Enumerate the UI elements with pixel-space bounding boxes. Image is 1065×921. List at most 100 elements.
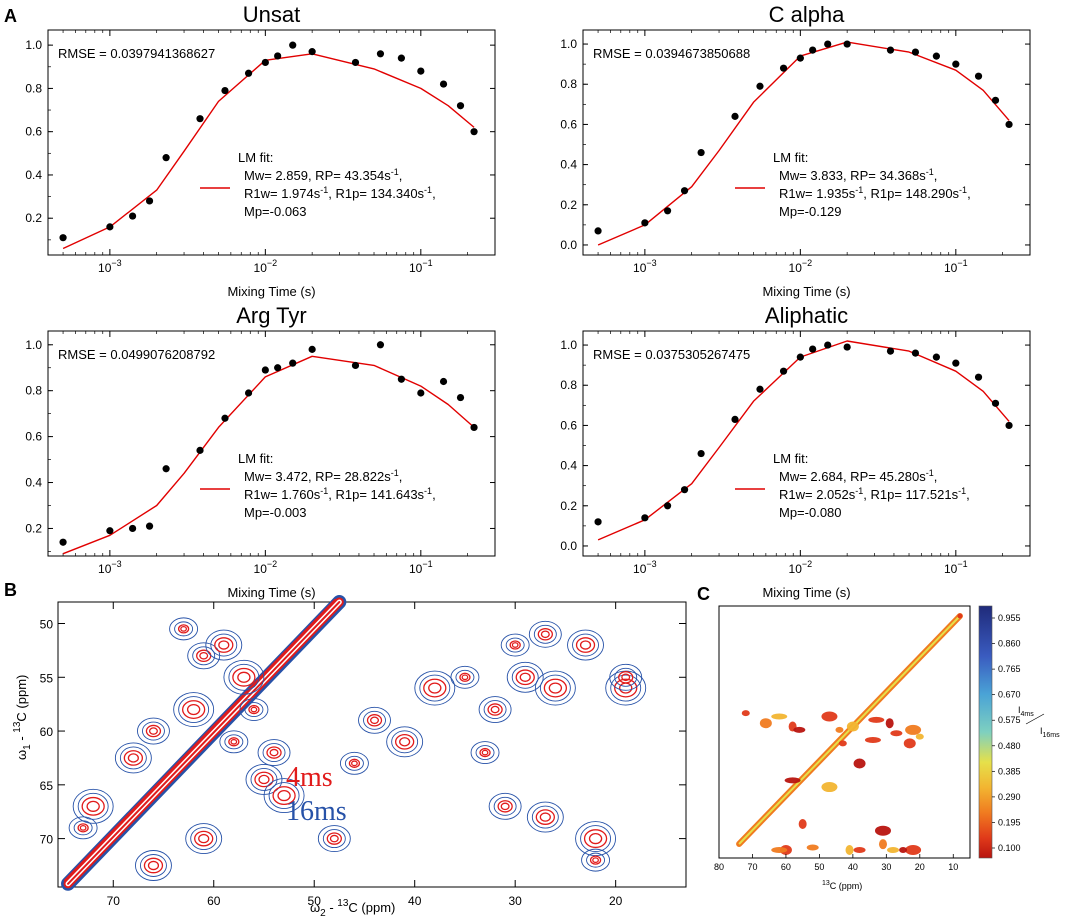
legend-mw-rp: Mw= 2.859, RP= 43.354s-1, bbox=[244, 167, 402, 183]
data-point bbox=[756, 82, 764, 90]
heatmap-peak bbox=[793, 726, 806, 733]
data-point bbox=[932, 353, 940, 361]
chart-title: Aliphatic bbox=[765, 303, 848, 328]
peak-contour-16ms bbox=[531, 805, 559, 829]
peak-contour-4ms bbox=[177, 624, 190, 634]
x-tick-base: 10 bbox=[409, 261, 423, 275]
x-tick-exponent: −3 bbox=[111, 559, 121, 569]
x-tick-base: 10 bbox=[944, 261, 958, 275]
data-point bbox=[952, 60, 960, 68]
heatmap-peak bbox=[885, 718, 894, 729]
legend-comma: , bbox=[328, 186, 335, 201]
peak-contour-16ms bbox=[528, 620, 562, 648]
peak-contour-4ms bbox=[269, 748, 279, 757]
heatmap-x-axis-label: 13C (ppm) bbox=[822, 880, 862, 891]
data-point bbox=[244, 389, 253, 397]
y-tick-label: 0.8 bbox=[560, 378, 577, 392]
heatmap-peak bbox=[887, 847, 900, 853]
heatmap-peak bbox=[784, 777, 801, 784]
legend-r1w-text: R1w= 1.760s bbox=[244, 487, 321, 502]
legend-r1w-text: R1w= 1.974s bbox=[244, 186, 321, 201]
peak-contour-16ms bbox=[533, 624, 557, 644]
peak-contour-4ms bbox=[481, 749, 489, 756]
legend-comma: , bbox=[966, 487, 970, 502]
data-point bbox=[196, 446, 204, 454]
peak-contour-16ms bbox=[77, 792, 109, 820]
peak-contour-4ms bbox=[258, 774, 270, 785]
legend-comma: , bbox=[432, 186, 436, 201]
data-point bbox=[779, 367, 788, 375]
cb-bottom-sub: 16ms bbox=[1043, 732, 1061, 739]
legend-r1w-r1p: R1w= 1.760s-1, R1p= 141.643s-1, bbox=[244, 486, 436, 502]
y-tick-label: 0.2 bbox=[25, 521, 42, 535]
peak-contour-16ms bbox=[572, 633, 599, 657]
heatmap-peak bbox=[741, 710, 750, 717]
x-tick-exponent: −3 bbox=[111, 258, 121, 268]
x-tick-label: 70 bbox=[107, 894, 121, 908]
data-point bbox=[351, 361, 360, 370]
heatmap-peak bbox=[759, 718, 772, 729]
peak-contour-16ms bbox=[505, 637, 525, 653]
peak-contour-16ms bbox=[609, 663, 643, 691]
peak-contour-4ms bbox=[461, 674, 469, 681]
x-tick-label: 10−1 bbox=[409, 258, 433, 275]
data-point bbox=[680, 187, 689, 195]
legend-mw-rp-text: Mw= 3.472, RP= 28.822s bbox=[244, 469, 391, 484]
y-tick-label: 0.6 bbox=[25, 125, 42, 139]
legend-unit-sup: -1 bbox=[320, 185, 328, 195]
data-point bbox=[697, 148, 705, 157]
colorbar-tick-label: 0.765 bbox=[998, 664, 1021, 674]
peak-contour-4ms bbox=[509, 640, 521, 650]
legend-4ms: 4ms bbox=[286, 762, 333, 793]
x-tick-label: 10−3 bbox=[98, 559, 122, 576]
x-tick-exponent: −1 bbox=[957, 559, 967, 569]
peak-contour-4ms bbox=[329, 834, 339, 843]
peak-contour-4ms bbox=[198, 833, 210, 844]
peak-contour-4ms bbox=[589, 855, 602, 865]
y-tick-label: 0.4 bbox=[25, 168, 42, 182]
peak-contour-4ms bbox=[230, 738, 238, 745]
legend-unit-sup: -1 bbox=[424, 486, 432, 496]
legend-mw-rp: Mw= 3.472, RP= 28.822s-1, bbox=[244, 468, 402, 484]
peak-contour-16ms bbox=[317, 825, 351, 853]
data-point bbox=[145, 522, 154, 530]
peak-contour-4ms bbox=[237, 671, 251, 683]
data-point bbox=[974, 373, 983, 381]
peak-contour-16ms bbox=[178, 696, 210, 723]
data-point bbox=[680, 486, 689, 494]
peak-contour-4ms bbox=[147, 860, 160, 871]
peak-contour-16ms bbox=[363, 710, 386, 730]
y-tick-label: 0.2 bbox=[560, 198, 577, 212]
data-point bbox=[932, 52, 940, 60]
data-point bbox=[594, 227, 602, 235]
peak-contour-16ms bbox=[244, 702, 264, 717]
legend-r1w-r1p: R1w= 2.052s-1, R1p= 117.521s-1, bbox=[779, 486, 970, 502]
diagonal-contour-edge bbox=[63, 598, 336, 882]
peak-contour-4ms bbox=[592, 857, 599, 864]
legend-unit-sup: -1 bbox=[424, 185, 432, 195]
x-tick-base: 10 bbox=[944, 562, 958, 576]
peak-contour-4ms bbox=[575, 637, 596, 653]
data-point bbox=[470, 128, 478, 136]
peak-contour-16ms bbox=[190, 827, 218, 851]
chart-title: C alpha bbox=[769, 2, 846, 27]
y-tick-label: 70 bbox=[40, 833, 54, 847]
peak-contour-16ms bbox=[478, 696, 512, 723]
heatmap-peak bbox=[874, 825, 891, 836]
x-axis-label: Mixing Time (s) bbox=[762, 284, 850, 299]
peak-contour-4ms bbox=[537, 628, 553, 641]
x-tick-base: 10 bbox=[633, 261, 647, 275]
data-point bbox=[439, 80, 448, 88]
peak-contour-16ms bbox=[137, 717, 170, 745]
data-point bbox=[824, 341, 832, 349]
rmse-label: RMSE = 0.0394673850688 bbox=[593, 46, 750, 61]
colorbar-tick-label: 0.290 bbox=[998, 792, 1021, 802]
cb-top-sub: 4ms bbox=[1021, 711, 1035, 718]
legend-unit-sup: -1 bbox=[391, 468, 399, 478]
heatmap-peak bbox=[903, 738, 916, 749]
peak-contour-16ms bbox=[526, 801, 564, 833]
heatmap-peak bbox=[899, 847, 908, 853]
x-tick-base: 10 bbox=[98, 261, 112, 275]
